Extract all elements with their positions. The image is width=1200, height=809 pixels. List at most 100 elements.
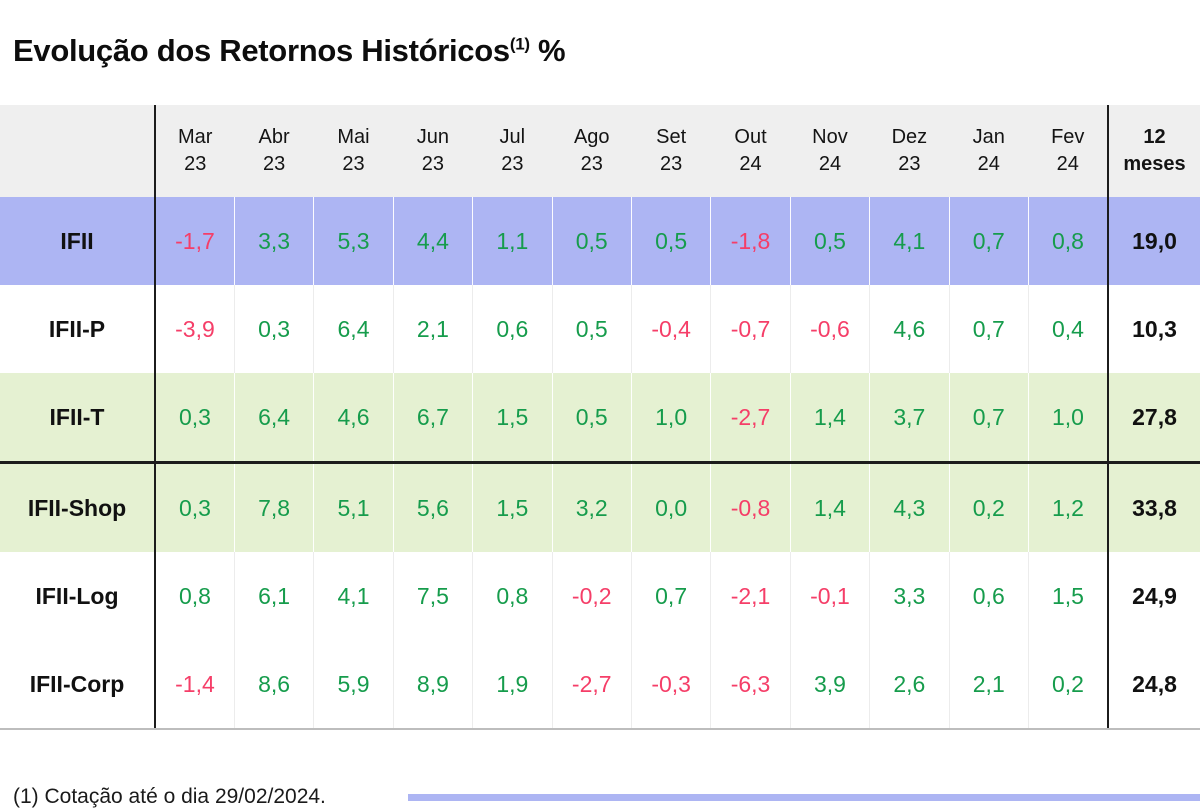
return-cell: 1,9 (472, 640, 553, 730)
return-cell: 1,5 (472, 373, 553, 463)
total-cell-ifii-p: 10,3 (1107, 285, 1200, 373)
footnote: (1) Cotação até o dia 29/02/2024. (13, 785, 326, 808)
return-cell: 0,7 (948, 197, 1029, 285)
total-cell-ifii: 19,0 (1107, 197, 1200, 285)
return-cell: 4,4 (392, 197, 474, 285)
return-cell: -0,8 (710, 461, 791, 552)
total-cell-ifii-t: 27,8 (1107, 373, 1200, 463)
return-cell: -1,8 (710, 197, 791, 285)
return-cell: 1,4 (789, 373, 871, 463)
return-cell: -2,7 (710, 373, 791, 463)
return-cell: 0,8 (1027, 197, 1109, 285)
column-header-abr-23: Abr 23 (234, 105, 314, 197)
table-row-ifii-shop: IFII-Shop 0,3 7,8 5,1 5,6 1,5 3,2 0,0 -0,8 1,4 4,3… (0, 461, 1200, 552)
row-label-ifii: IFII (0, 197, 156, 285)
return-cell: 0,0 (630, 461, 712, 552)
return-cell: 0,5 (551, 373, 632, 463)
return-cell: 0,8 (472, 552, 553, 640)
return-cell: -6,3 (710, 640, 791, 730)
return-cell: 7,8 (233, 461, 315, 552)
column-header-dez-23: Dez 23 (869, 105, 950, 197)
return-cell: -3,9 (154, 285, 235, 373)
total-cell-ifii-corp: 24,8 (1107, 640, 1200, 730)
return-cell: 4,6 (869, 285, 950, 373)
column-header-jan-24: Jan 24 (949, 105, 1029, 197)
column-header-jun-23: Jun 23 (393, 105, 473, 197)
column-header-ago-23: Ago 23 (552, 105, 632, 197)
return-cell: -0,3 (630, 640, 712, 730)
return-cell: 3,9 (789, 640, 871, 730)
return-cell: 2,6 (869, 640, 950, 730)
table-row-ifii-t: IFII-T 0,3 6,4 4,6 6,7 1,5 0,5 1,0 -2,7 1,4 3,7 0,7… (0, 373, 1200, 463)
return-cell: 3,2 (551, 461, 632, 552)
return-cell: 0,5 (630, 197, 712, 285)
return-cell: 1,2 (1027, 461, 1109, 552)
column-header-jul-23: Jul 23 (472, 105, 553, 197)
return-cell: 6,7 (392, 373, 474, 463)
total-cell-ifii-log: 24,9 (1107, 552, 1200, 640)
return-cell: 4,1 (869, 197, 950, 285)
return-cell: -2,1 (710, 552, 791, 640)
return-cell: 1,1 (472, 197, 553, 285)
return-cell: 2,1 (392, 285, 474, 373)
table-row-ifii: IFII -1,7 3,3 5,3 4,4 1,1 0,5 0,5 -1,8 0,5 4,1 0,7 0… (0, 197, 1200, 285)
page-title: Evolução dos Retornos Históricos(1) % (13, 32, 566, 69)
return-cell: 4,3 (869, 461, 950, 552)
return-cell: 0,5 (551, 197, 632, 285)
return-cell: -2,7 (551, 640, 632, 730)
return-cell: 1,4 (789, 461, 871, 552)
return-cell: 4,6 (313, 373, 394, 463)
row-label-ifii-corp: IFII-Corp (0, 640, 156, 730)
header-row: Mar 23 Abr 23 Mai 23 Jun 23 Jul 23 Ago 23 Set … (0, 105, 1200, 197)
corner-cell (0, 105, 156, 197)
column-header-out-24: Out 24 (710, 105, 791, 197)
bottom-accent-bar (408, 794, 1200, 801)
row-label-ifii-t: IFII-T (0, 373, 156, 463)
total-cell-ifii-shop: 33,8 (1107, 461, 1200, 552)
return-cell: 5,6 (392, 461, 474, 552)
return-cell: -0,7 (710, 285, 791, 373)
return-cell: 2,1 (948, 640, 1029, 730)
column-header-set-23: Set 23 (631, 105, 711, 197)
column-header-mai-23: Mai 23 (313, 105, 394, 197)
return-cell: 1,0 (630, 373, 712, 463)
return-cell: 6,1 (233, 552, 315, 640)
return-cell: 0,5 (551, 285, 632, 373)
return-cell: -0,4 (630, 285, 712, 373)
return-cell: 0,7 (948, 373, 1029, 463)
page-title-footnote-ref: (1) (509, 34, 530, 54)
page-title-text: Evolução dos Retornos Históricos (13, 32, 510, 68)
return-cell: 0,4 (1027, 285, 1109, 373)
return-cell: 5,3 (313, 197, 394, 285)
row-label-ifii-p: IFII-P (0, 285, 156, 373)
column-header-12-meses: 12 meses (1107, 105, 1200, 197)
return-cell: 1,0 (1027, 373, 1109, 463)
table-header: Mar 23 Abr 23 Mai 23 Jun 23 Jul 23 Ago 23 Set … (0, 105, 1200, 197)
page-title-suffix: % (529, 32, 566, 68)
return-cell: 0,6 (472, 285, 553, 373)
return-cell: 0,7 (948, 285, 1029, 373)
historical-returns-table: Mar 23 Abr 23 Mai 23 Jun 23 Jul 23 Ago 23 Set … (0, 105, 1200, 730)
return-cell: 3,3 (869, 552, 950, 640)
return-cell: 6,4 (233, 373, 315, 463)
column-header-fev-24: Fev 24 (1028, 105, 1108, 197)
table-row-ifii-log: IFII-Log 0,8 6,1 4,1 7,5 0,8 -0,2 0,7 -2,1 -0,1 3,… (0, 552, 1200, 640)
return-cell: 5,9 (313, 640, 394, 730)
return-cell: -0,2 (551, 552, 632, 640)
return-cell: 0,3 (154, 373, 235, 463)
table-body: IFII -1,7 3,3 5,3 4,4 1,1 0,5 0,5 -1,8 0,5 4,1 0,7 0… (0, 197, 1200, 730)
return-cell: 0,3 (233, 285, 315, 373)
return-cell: 7,5 (392, 552, 474, 640)
return-cell: -1,7 (154, 197, 235, 285)
return-cell: 8,9 (392, 640, 474, 730)
return-cell: -1,4 (154, 640, 235, 730)
return-cell: -0,6 (789, 285, 871, 373)
return-cell: 4,1 (313, 552, 394, 640)
return-cell: 0,8 (154, 552, 235, 640)
return-cell: 0,3 (154, 461, 235, 552)
return-cell: 0,2 (1027, 640, 1109, 730)
return-cell: 3,7 (869, 373, 950, 463)
return-cell: 0,6 (948, 552, 1029, 640)
return-cell: 0,2 (948, 461, 1029, 552)
row-label-ifii-log: IFII-Log (0, 552, 156, 640)
